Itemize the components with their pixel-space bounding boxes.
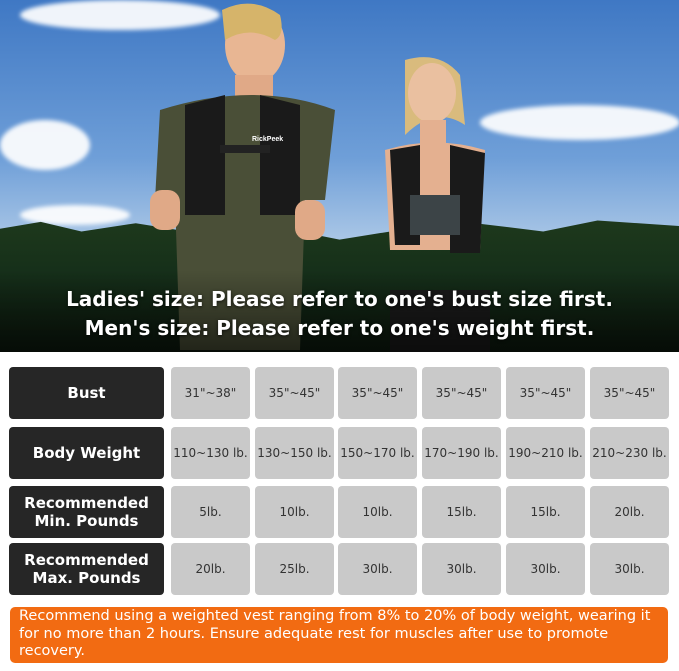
table-cell-recommended-min-pounds: 20lb.: [590, 486, 669, 538]
table-cell-recommended-max-pounds: 30lb.: [422, 543, 501, 595]
table-cell-bust: 35"~45": [255, 367, 334, 419]
table-cell-body-weight: 130~150 lb.: [255, 427, 334, 479]
text-shade: [0, 270, 679, 352]
table-cell-recommended-max-pounds: 25lb.: [255, 543, 334, 595]
table-cell-body-weight: 170~190 lb.: [422, 427, 501, 479]
table-cell-recommended-min-pounds: 10lb.: [255, 486, 334, 538]
row-label-bust: Bust: [9, 367, 164, 419]
row-label-body-weight: Body Weight: [9, 427, 164, 479]
table-cell-recommended-min-pounds: 5lb.: [171, 486, 250, 538]
table-cell-recommended-min-pounds: 10lb.: [338, 486, 417, 538]
table-cell-recommended-min-pounds: 15lb.: [506, 486, 585, 538]
row-label-recommended-max-pounds: Recommended Max. Pounds: [9, 543, 164, 595]
brand-logo: RickPeek: [252, 136, 284, 143]
hero-photo: RickPeek Ladies' size: Please refer to o…: [0, 0, 679, 352]
table-cell-body-weight: 110~130 lb.: [171, 427, 250, 479]
table-cell-bust: 35"~45": [506, 367, 585, 419]
table-cell-bust: 31"~38": [171, 367, 250, 419]
table-cell-recommended-max-pounds: 30lb.: [506, 543, 585, 595]
table-cell-recommended-max-pounds: 20lb.: [171, 543, 250, 595]
table-cell-body-weight: 210~230 lb.: [590, 427, 669, 479]
table-cell-bust: 35"~45": [422, 367, 501, 419]
table-cell-bust: 35"~45": [338, 367, 417, 419]
table-cell-bust: 35"~45": [590, 367, 669, 419]
recommendation-note: Recommend using a weighted vest ranging …: [10, 607, 668, 663]
table-cell-body-weight: 150~170 lb.: [338, 427, 417, 479]
table-cell-body-weight: 190~210 lb.: [506, 427, 585, 479]
mens-size-headline: Men's size: Please refer to one's weight…: [84, 316, 595, 340]
table-cell-recommended-max-pounds: 30lb.: [338, 543, 417, 595]
row-label-recommended-min-pounds: Recommended Min. Pounds: [9, 486, 164, 538]
table-cell-recommended-min-pounds: 15lb.: [422, 486, 501, 538]
ladies-size-headline: Ladies' size: Please refer to one's bust…: [66, 287, 613, 311]
table-cell-recommended-max-pounds: 30lb.: [590, 543, 669, 595]
